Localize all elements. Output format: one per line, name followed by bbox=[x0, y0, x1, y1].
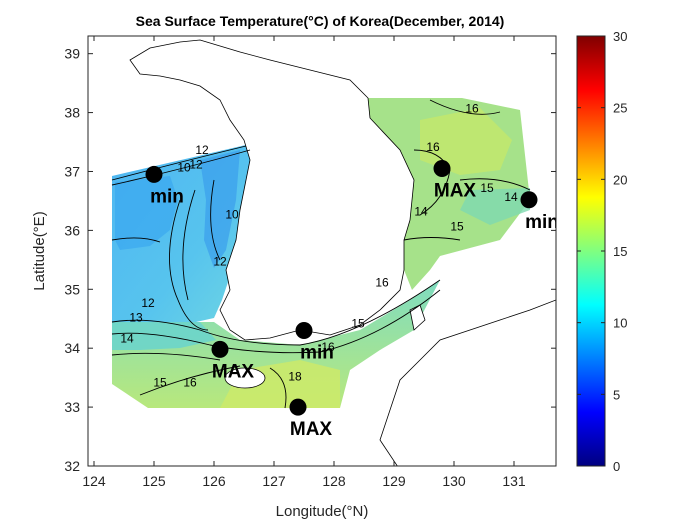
contour-label: 12 bbox=[141, 296, 155, 310]
contour-line bbox=[459, 178, 531, 191]
marker-label: min bbox=[300, 343, 334, 364]
sst-cool-east bbox=[460, 188, 530, 225]
marker-dot bbox=[145, 165, 163, 183]
x-tick-label: 128 bbox=[322, 473, 346, 489]
contour-line bbox=[403, 237, 461, 241]
marker-group: min MAX min MAX min MAX bbox=[145, 160, 559, 440]
contour-label: 16 bbox=[183, 375, 197, 389]
y-tick-label: 34 bbox=[64, 340, 80, 356]
marker-label: min bbox=[150, 186, 184, 207]
contour-label: 14 bbox=[504, 190, 518, 204]
contour-line bbox=[210, 179, 221, 261]
contour-label: 10 bbox=[177, 160, 191, 174]
y-tick-label: 38 bbox=[64, 105, 80, 121]
contour-label: 13 bbox=[129, 311, 143, 325]
contour-lines bbox=[111, 99, 531, 409]
contour-label: 16 bbox=[375, 275, 389, 289]
y-tick-label: 37 bbox=[64, 163, 80, 179]
marker-label: MAX bbox=[290, 419, 333, 440]
x-tick-label: 129 bbox=[382, 473, 406, 489]
chart-title: Sea Surface Temperature(°C) of Korea(Dec… bbox=[136, 13, 505, 29]
y-tick-label: 35 bbox=[64, 281, 80, 297]
contour-line bbox=[269, 367, 287, 409]
x-tick-label: 131 bbox=[502, 473, 526, 489]
contour-line bbox=[111, 145, 247, 181]
y-axis: 32 33 34 35 36 37 38 39 bbox=[64, 46, 556, 474]
x-axis-label: Longitude(°N) bbox=[276, 503, 369, 520]
colorbar-tick-label: 10 bbox=[613, 316, 627, 331]
y-tick-label: 39 bbox=[64, 46, 80, 62]
contour-line bbox=[111, 279, 441, 346]
x-tick-label: 124 bbox=[82, 473, 106, 489]
marker-label: MAX bbox=[212, 361, 255, 382]
contour-label: 12 bbox=[213, 255, 227, 269]
contour-label: 15 bbox=[480, 181, 494, 195]
sst-cold-core-west bbox=[115, 176, 178, 250]
sst-cold-core-coast bbox=[200, 150, 240, 268]
colorbar bbox=[576, 35, 606, 467]
y-tick-label: 33 bbox=[64, 399, 80, 415]
x-tick-label: 125 bbox=[142, 473, 166, 489]
contour-line bbox=[111, 289, 441, 354]
contour-label: 16 bbox=[321, 340, 335, 354]
korea-peninsula bbox=[129, 39, 415, 341]
x-tick-label: 130 bbox=[442, 473, 466, 489]
contour-label: 10 bbox=[225, 208, 239, 222]
contour-label: 14 bbox=[120, 331, 134, 345]
contour-line bbox=[111, 237, 161, 243]
colorbar-tick-label: 25 bbox=[613, 101, 627, 116]
marker-label: MAX bbox=[434, 181, 477, 202]
colorbar-tick-label: 0 bbox=[613, 459, 620, 474]
axes-frame bbox=[87, 35, 557, 467]
x-tick-label: 127 bbox=[262, 473, 286, 489]
contour-line bbox=[182, 189, 196, 301]
japan-coast bbox=[379, 299, 556, 466]
y-tick-label: 36 bbox=[64, 222, 80, 238]
contour-line bbox=[169, 199, 209, 331]
x-tick-label: 126 bbox=[202, 473, 226, 489]
contour-line bbox=[111, 352, 221, 361]
japan-islet bbox=[409, 304, 426, 331]
sst-warm-east bbox=[420, 108, 512, 175]
contour-label: 15 bbox=[153, 375, 167, 389]
contour-label: 15 bbox=[351, 317, 365, 331]
colorbar-tick-label: 30 bbox=[613, 29, 627, 44]
jeju-island bbox=[224, 367, 266, 389]
marker-dot bbox=[211, 340, 229, 358]
colorbar-tick-label: 20 bbox=[613, 172, 627, 187]
contour-line bbox=[111, 149, 251, 186]
marker-dot bbox=[433, 160, 451, 178]
marker-label: min bbox=[525, 212, 559, 233]
y-axis-label: Latitude(°E) bbox=[31, 211, 48, 290]
y-tick-label: 32 bbox=[64, 458, 80, 474]
contour-line bbox=[139, 365, 241, 396]
contour-label: 16 bbox=[426, 140, 440, 154]
colorbar-ticks: 0 5 10 15 20 25 30 bbox=[577, 29, 627, 474]
contour-label: 12 bbox=[189, 158, 203, 172]
marker-dot bbox=[295, 322, 313, 340]
contour-line bbox=[429, 99, 501, 115]
x-axis: 124 125 126 127 128 129 130 131 bbox=[82, 36, 526, 489]
contour-label: 16 bbox=[465, 102, 479, 116]
contour-label: 15 bbox=[450, 219, 464, 233]
contour-label: 18 bbox=[288, 370, 302, 384]
contour-label: 12 bbox=[195, 143, 209, 157]
colorbar-tick-label: 5 bbox=[613, 387, 620, 402]
marker-dot bbox=[289, 398, 307, 416]
colorbar-tick-label: 15 bbox=[613, 244, 627, 259]
contour-label: 14 bbox=[414, 205, 428, 219]
marker-dot bbox=[520, 191, 538, 209]
